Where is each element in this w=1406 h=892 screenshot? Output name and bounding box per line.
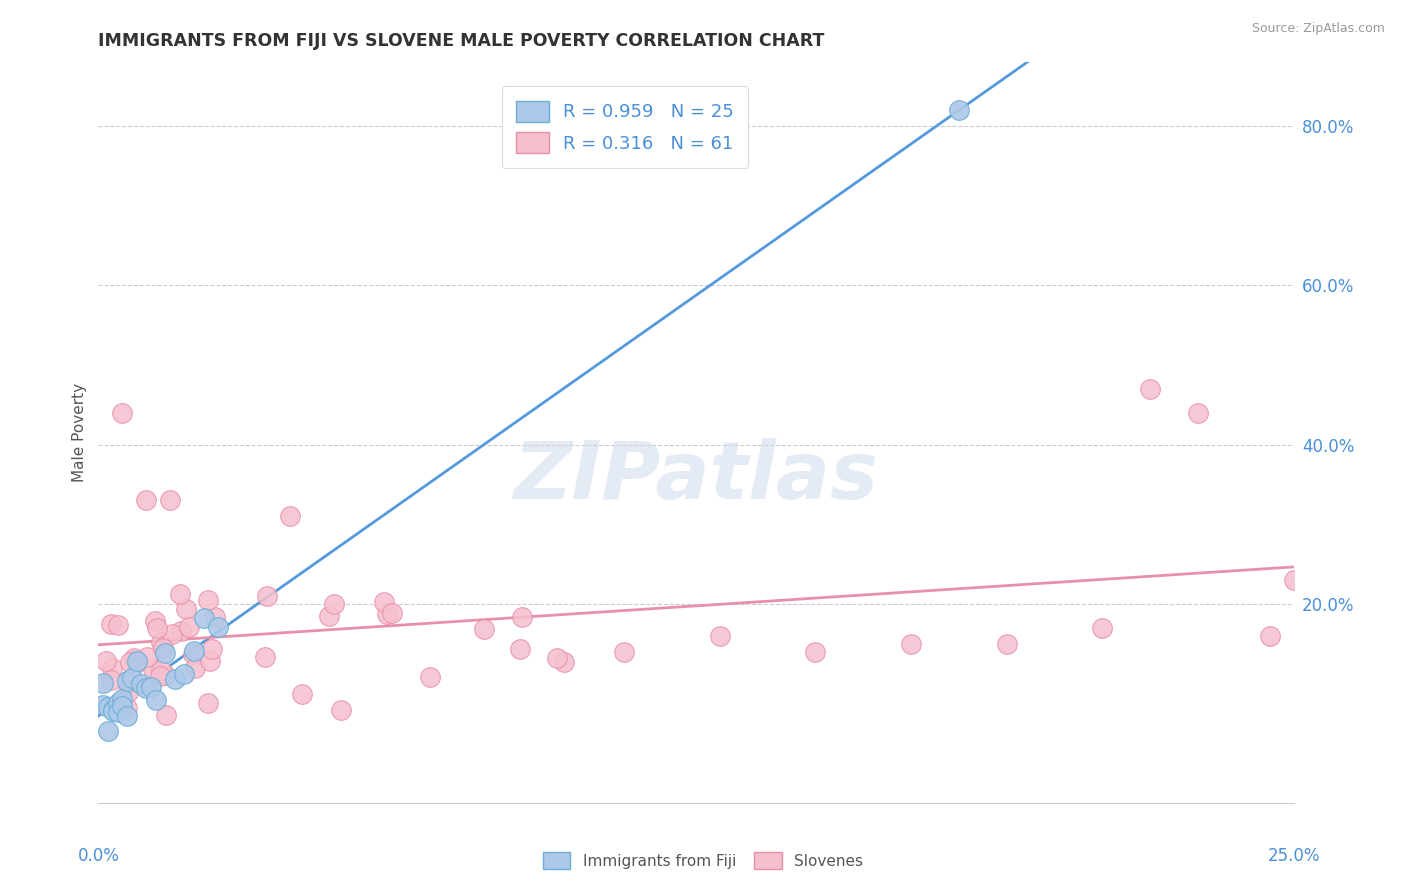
Point <box>174 601 197 615</box>
Point <box>125 654 148 668</box>
Point <box>900 637 922 651</box>
Point <box>125 656 148 670</box>
Point <box>509 641 531 656</box>
Text: Source: ZipAtlas.com: Source: ZipAtlas.com <box>1251 22 1385 36</box>
Point <box>170 624 193 639</box>
Point <box>278 509 301 524</box>
Point <box>135 681 157 695</box>
Point <box>135 649 157 664</box>
Point <box>1139 382 1161 396</box>
Point <box>149 663 172 677</box>
Point <box>143 614 166 628</box>
Point <box>201 641 224 656</box>
Point <box>1258 629 1281 643</box>
Point <box>107 618 129 632</box>
Point <box>995 637 1018 651</box>
Point <box>613 644 636 658</box>
Point <box>179 619 201 633</box>
Point <box>173 666 195 681</box>
Text: 0.0%: 0.0% <box>77 847 120 865</box>
Point <box>107 696 129 710</box>
Point <box>101 704 124 718</box>
Point <box>118 656 141 670</box>
Point <box>373 595 395 609</box>
Point <box>97 724 120 739</box>
Point <box>472 622 495 636</box>
Point <box>181 648 204 662</box>
Point <box>948 103 970 118</box>
Point <box>159 493 181 508</box>
Point <box>115 709 138 723</box>
Point <box>553 656 575 670</box>
Point <box>148 669 170 683</box>
Point <box>142 662 165 676</box>
Point <box>546 651 568 665</box>
Point <box>139 680 162 694</box>
Point <box>101 702 124 716</box>
Point <box>131 677 153 691</box>
Text: ZIPatlas: ZIPatlas <box>513 438 879 516</box>
Point <box>256 589 278 603</box>
Point <box>111 699 134 714</box>
Point <box>91 676 114 690</box>
Point <box>111 406 134 420</box>
Point <box>197 697 219 711</box>
Point <box>97 700 120 714</box>
Point <box>101 661 124 675</box>
Point <box>1091 621 1114 635</box>
Point <box>253 649 276 664</box>
Point <box>115 673 138 688</box>
Point <box>146 621 169 635</box>
Y-axis label: Male Poverty: Male Poverty <box>72 383 87 483</box>
Point <box>149 635 172 649</box>
Text: 25.0%: 25.0% <box>1267 847 1320 865</box>
Point <box>111 692 134 706</box>
Point <box>121 671 143 685</box>
Point <box>330 703 353 717</box>
Point <box>94 654 117 668</box>
Point <box>291 687 314 701</box>
Point <box>204 610 226 624</box>
Point <box>169 586 191 600</box>
Point <box>709 629 731 643</box>
Point <box>318 609 340 624</box>
Point <box>107 705 129 719</box>
Point <box>100 673 122 687</box>
Text: IMMIGRANTS FROM FIJI VS SLOVENE MALE POVERTY CORRELATION CHART: IMMIGRANTS FROM FIJI VS SLOVENE MALE POV… <box>98 32 825 50</box>
Point <box>91 698 114 712</box>
Point <box>122 650 145 665</box>
Point <box>323 597 346 611</box>
Point <box>381 607 404 621</box>
Point <box>152 641 174 656</box>
Point <box>145 692 167 706</box>
Point <box>155 646 177 660</box>
Point <box>804 644 827 658</box>
Point <box>193 610 215 624</box>
Point <box>197 592 219 607</box>
Point <box>100 616 122 631</box>
Point <box>207 620 229 634</box>
Point <box>115 701 138 715</box>
Point <box>198 655 221 669</box>
Point <box>160 627 183 641</box>
Point <box>183 644 205 658</box>
Point <box>419 670 441 684</box>
Point <box>117 685 139 699</box>
Point <box>1282 573 1305 587</box>
Point <box>135 493 157 508</box>
Point <box>375 607 398 621</box>
Legend: Immigrants from Fiji, Slovenes: Immigrants from Fiji, Slovenes <box>537 846 869 875</box>
Point <box>184 661 207 675</box>
Point <box>163 672 186 686</box>
Legend: R = 0.959   N = 25, R = 0.316   N = 61: R = 0.959 N = 25, R = 0.316 N = 61 <box>502 87 748 168</box>
Point <box>155 708 177 723</box>
Point <box>1187 406 1209 420</box>
Point <box>153 668 176 682</box>
Point <box>510 609 533 624</box>
